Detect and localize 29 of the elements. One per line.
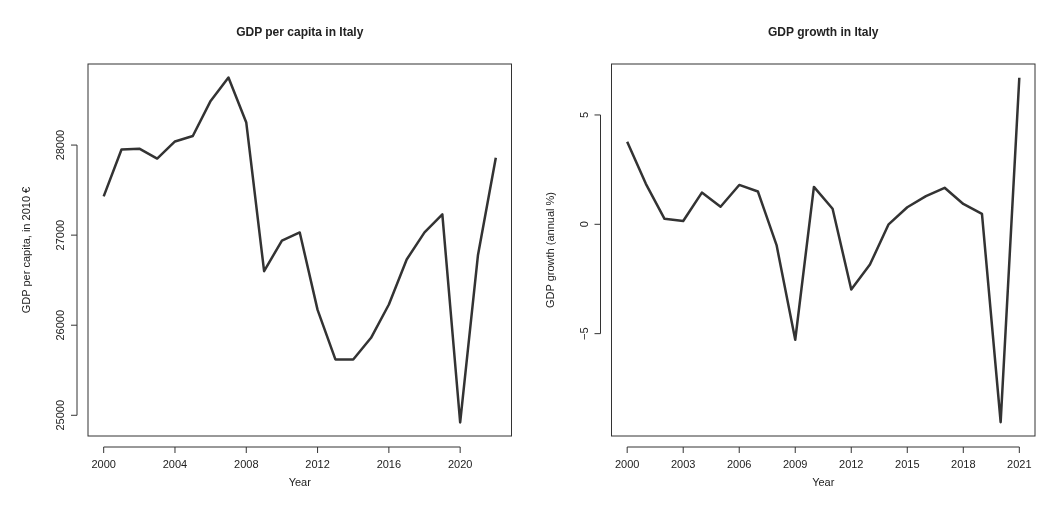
x-tick-label: 2012 bbox=[305, 458, 330, 470]
x-tick-label: 2021 bbox=[1007, 458, 1032, 470]
x-tick-label: 2016 bbox=[376, 458, 402, 470]
x-tick-label: 2000 bbox=[91, 458, 116, 470]
x-tick-label: 2003 bbox=[670, 458, 696, 470]
x-tick-label: 2018 bbox=[951, 458, 976, 470]
x-tick-label: 2004 bbox=[162, 458, 188, 470]
y-tick-label: 5 bbox=[577, 111, 590, 119]
x-axis-title: Year bbox=[288, 476, 312, 488]
x-tick-label: 2006 bbox=[726, 458, 752, 470]
y-tick-label: 0 bbox=[577, 221, 590, 228]
y-tick-label: 25000 bbox=[54, 399, 66, 431]
line-series bbox=[102, 76, 498, 424]
y-axis-title: GDP growth (annual %) bbox=[543, 192, 556, 308]
x-axis-title: Year bbox=[812, 476, 835, 488]
x-tick-label: 2012 bbox=[839, 458, 864, 470]
y-tick-label: 27000 bbox=[54, 219, 66, 251]
x-tick-label: 2015 bbox=[895, 458, 920, 470]
y-axis-title: GDP per capita, in 2010 € bbox=[20, 186, 32, 314]
x-tick-label: 2000 bbox=[614, 458, 640, 470]
line-series bbox=[625, 76, 1021, 424]
y-tick-label: 26000 bbox=[54, 309, 66, 341]
x-tick-label: 2020 bbox=[447, 458, 473, 470]
x-tick-label: 2009 bbox=[783, 458, 808, 470]
y-tick-label: 28000 bbox=[54, 129, 66, 161]
chart-title: GDP per capita in Italy bbox=[236, 25, 364, 39]
chart-title: GDP growth in Italy bbox=[768, 25, 879, 39]
x-tick-label: 2008 bbox=[234, 458, 259, 470]
y-tick-label: −5 bbox=[577, 327, 590, 340]
